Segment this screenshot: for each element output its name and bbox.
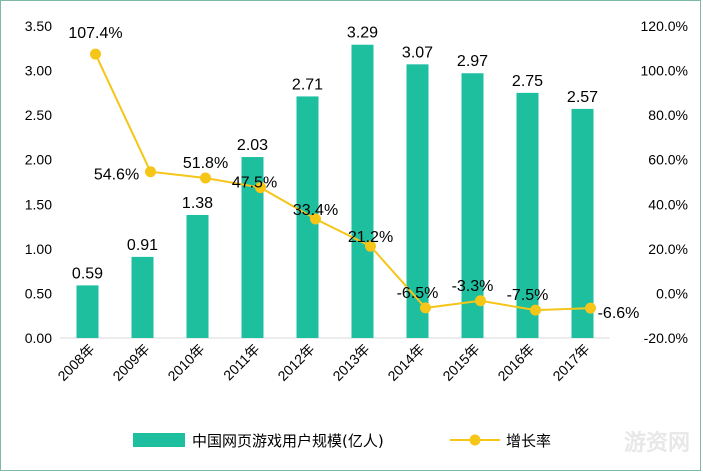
bar-value-label: 2.03	[237, 137, 268, 154]
y-left-tick-label: 1.00	[25, 241, 52, 257]
growth-value-label: 33.4%	[293, 202, 338, 219]
x-tick-label: 2013年	[329, 341, 372, 384]
y-left-tick-label: 1.50	[25, 196, 52, 212]
legend-label-line: 增长率	[506, 432, 551, 450]
bar	[241, 157, 264, 338]
bar-value-label: 2.57	[567, 89, 598, 106]
y-right-tick-label: 20.0%	[648, 241, 688, 257]
x-tick-label: 2012年	[274, 341, 317, 384]
bar	[296, 96, 319, 339]
growth-line	[94, 53, 591, 312]
legend-swatch-bar	[133, 433, 185, 447]
y-right-tick-label: -20.0%	[644, 330, 688, 346]
bar	[516, 92, 539, 338]
y-right-tick-label: 120.0%	[641, 18, 688, 34]
x-tick-label: 2014年	[384, 341, 427, 384]
growth-value-label: -3.3%	[452, 278, 494, 295]
legend-swatch-point	[469, 434, 481, 446]
growth-point	[255, 182, 266, 194]
bar	[571, 108, 594, 338]
watermark: 游资网	[624, 430, 690, 456]
growth-value-label: 54.6%	[94, 167, 139, 184]
y-right-tick-label: 40.0%	[648, 196, 688, 212]
y-left-tick-label: 0.00	[25, 330, 52, 346]
bar	[461, 73, 484, 338]
x-tick-label: 2011年	[220, 341, 263, 384]
y-right-tick-label: 0.0%	[656, 285, 688, 301]
bar-value-label: 2.75	[512, 73, 543, 90]
growth-value-label: -6.5%	[397, 285, 439, 302]
x-tick-label: 2017年	[549, 341, 592, 384]
growth-point	[310, 213, 321, 225]
growth-value-label: -6.6%	[598, 305, 640, 322]
bar-value-label: 0.91	[127, 237, 158, 254]
legend-label-bar: 中国网页游戏用户规模(亿人)	[192, 432, 384, 450]
x-tick-label: 2016年	[494, 341, 537, 384]
growth-point	[585, 302, 596, 314]
y-right-tick-label: 100.0%	[641, 63, 688, 79]
bar-value-label: 3.07	[402, 44, 433, 61]
x-tick-label: 2015年	[439, 341, 482, 384]
y-left-tick-label: 3.00	[25, 63, 52, 79]
growth-point	[200, 172, 211, 184]
y-right-tick-label: 60.0%	[648, 152, 688, 168]
y-right-tick-label: 80.0%	[648, 107, 688, 123]
growth-point	[145, 166, 156, 178]
bar	[76, 285, 99, 338]
x-tick-label: 2008年	[54, 341, 97, 384]
growth-point	[420, 302, 431, 314]
growth-value-label: 51.8%	[183, 155, 228, 172]
y-left-tick-label: 3.50	[25, 18, 52, 34]
growth-point	[90, 48, 101, 60]
bar-value-label: 3.29	[347, 25, 378, 42]
growth-value-label: 107.4%	[68, 25, 122, 42]
x-tick-label: 2010年	[164, 341, 207, 384]
y-left-tick-label: 0.50	[25, 285, 52, 301]
bar	[406, 64, 429, 339]
bar-value-label: 0.59	[72, 265, 103, 282]
bar-value-label: 1.38	[182, 195, 213, 212]
growth-value-label: 21.2%	[348, 229, 393, 246]
bar-value-label: 2.71	[292, 76, 323, 93]
bar	[131, 256, 154, 338]
growth-value-label: 47.5%	[232, 175, 277, 192]
x-tick-label: 2009年	[109, 341, 152, 384]
y-left-tick-label: 2.50	[25, 107, 52, 123]
growth-point	[530, 304, 541, 316]
growth-point	[365, 240, 376, 252]
bar	[186, 214, 209, 338]
y-left-tick-label: 2.00	[25, 152, 52, 168]
bar-value-label: 2.97	[457, 53, 488, 70]
growth-point	[475, 295, 486, 307]
bar	[351, 44, 374, 338]
growth-value-label: -7.5%	[507, 287, 549, 304]
